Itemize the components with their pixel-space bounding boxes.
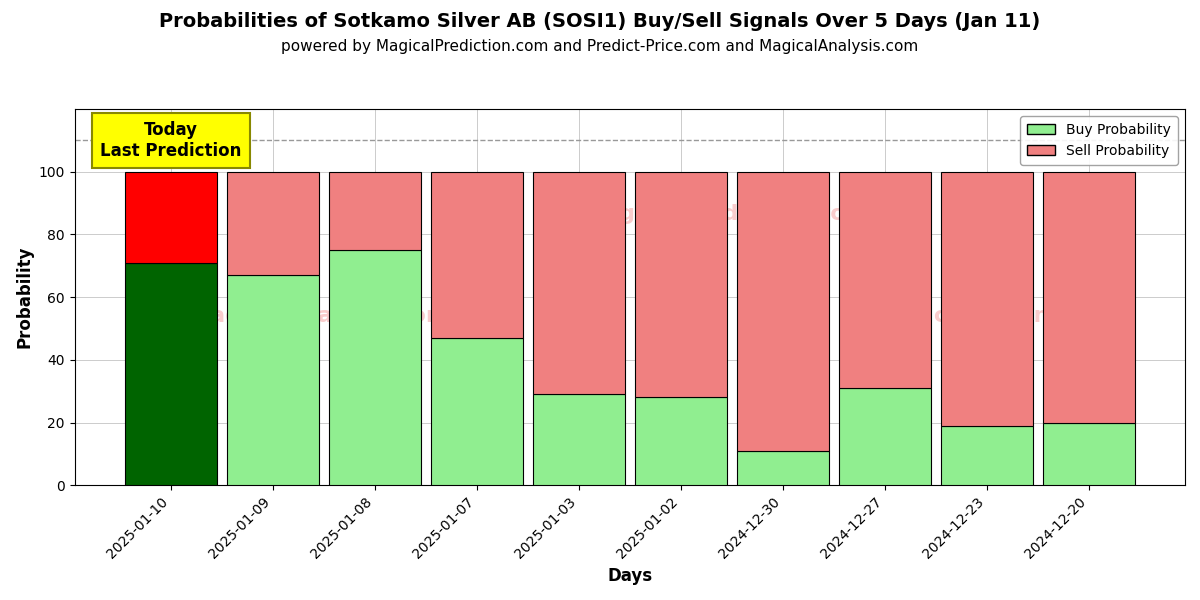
Bar xyxy=(941,172,1032,425)
Bar xyxy=(431,338,523,485)
Bar xyxy=(125,263,217,485)
X-axis label: Days: Days xyxy=(607,567,653,585)
Bar xyxy=(1043,172,1134,422)
Bar xyxy=(227,275,319,485)
Text: Today
Last Prediction: Today Last Prediction xyxy=(101,121,241,160)
Bar xyxy=(329,172,421,250)
Text: Probabilities of Sotkamo Silver AB (SOSI1) Buy/Sell Signals Over 5 Days (Jan 11): Probabilities of Sotkamo Silver AB (SOSI… xyxy=(160,12,1040,31)
Text: powered by MagicalPrediction.com and Predict-Price.com and MagicalAnalysis.com: powered by MagicalPrediction.com and Pre… xyxy=(281,39,919,54)
Bar xyxy=(125,172,217,263)
Bar xyxy=(227,172,319,275)
Bar xyxy=(533,172,625,394)
Text: MagicalAnalysis.com: MagicalAnalysis.com xyxy=(188,306,450,326)
Bar xyxy=(329,250,421,485)
Legend: Buy Probability, Sell Probability: Buy Probability, Sell Probability xyxy=(1020,116,1178,165)
Bar xyxy=(533,394,625,485)
Bar xyxy=(1043,422,1134,485)
Text: Prediction.com: Prediction.com xyxy=(869,306,1057,326)
Bar xyxy=(737,172,829,451)
Bar xyxy=(839,172,931,388)
Bar xyxy=(737,451,829,485)
Bar xyxy=(431,172,523,338)
Bar xyxy=(941,425,1032,485)
Text: Magical: Magical xyxy=(582,205,678,224)
Bar xyxy=(839,388,931,485)
Bar xyxy=(635,397,727,485)
Y-axis label: Probability: Probability xyxy=(16,246,34,349)
Text: Prediction.com: Prediction.com xyxy=(679,205,869,224)
Bar xyxy=(635,172,727,397)
